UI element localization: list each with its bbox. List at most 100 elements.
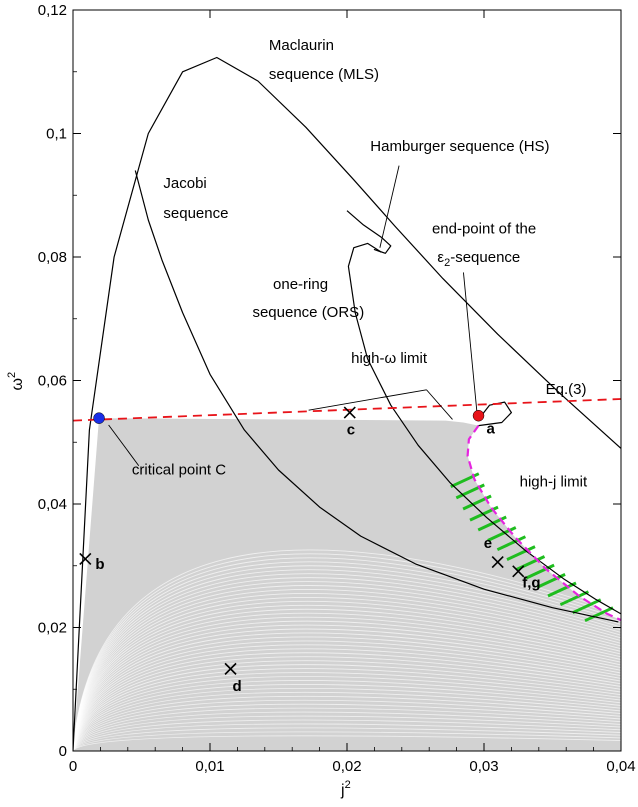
y-tick-label: 0,12 — [38, 2, 67, 19]
leader-line — [308, 389, 427, 411]
leader-lines — [108, 165, 478, 466]
cloud-texture-line — [73, 628, 621, 751]
hatch-line — [506, 545, 536, 561]
x-axis-label: j2 — [340, 779, 351, 799]
series-one-ring-sequence-ors — [347, 242, 621, 615]
hatch-line — [496, 535, 527, 552]
y-tick-label: 0 — [59, 743, 67, 760]
cloud-texture-line — [73, 691, 621, 751]
cloud-texture-line — [73, 553, 621, 751]
marked-points: a b c d e f,g — [79, 406, 541, 695]
point-b-cross — [79, 552, 92, 566]
point-d-cross — [224, 662, 237, 675]
cloud-texture-line — [73, 593, 621, 751]
y-tick-label: 0,06 — [38, 373, 67, 390]
point-c-cross — [343, 406, 356, 419]
cloud-texture-line — [73, 557, 621, 751]
point-f-g-cross — [512, 565, 525, 578]
annotations: Maclaurin sequence (MLS) Hamburger sequenc… — [132, 37, 588, 491]
annotation-how: high-ω limit — [351, 350, 428, 367]
y-tick-label: 0,08 — [38, 249, 67, 266]
series-jacobi-sequence — [134, 170, 619, 623]
hatch-line — [547, 581, 577, 598]
point-label-a: a — [487, 421, 496, 438]
cloud-texture-line — [73, 596, 621, 751]
cloud-texture-line — [73, 707, 621, 751]
cloud-texture-line — [73, 549, 621, 751]
point-e-cross — [491, 555, 504, 569]
cloud-texture-line — [73, 561, 621, 751]
cloud-texture-line — [73, 672, 621, 751]
leader-line — [108, 424, 140, 466]
hatch-line — [584, 606, 614, 623]
x-tick-label: 0,03 — [469, 758, 498, 775]
cloud-texture-line — [73, 664, 621, 751]
cloud-texture-line — [73, 612, 621, 751]
cloud-texture-line — [73, 604, 621, 751]
y-axis-label: ω2 — [6, 372, 26, 391]
cloud-texture-line — [73, 644, 621, 751]
cloud-texture-line — [73, 735, 621, 751]
hatch-line — [572, 598, 602, 615]
cloud-texture-line — [73, 565, 621, 751]
y-tick-label: 0,04 — [38, 496, 67, 513]
annotation-eq3: Eq.(3) — [546, 381, 587, 398]
series-2-sequence — [478, 401, 512, 427]
cloud-texture-line — [73, 581, 621, 751]
series-high-j-limit — [466, 424, 621, 622]
leader-line — [463, 272, 478, 415]
cloud-texture-line — [73, 569, 621, 751]
cloud-texture-line — [73, 640, 621, 751]
annotation-hs: Hamburger sequence (HS) — [370, 138, 549, 155]
cloud-texture-line — [73, 636, 621, 751]
y-tick-label: 0,02 — [38, 620, 67, 637]
leader-line — [379, 165, 400, 248]
x-tick-label: 0,02 — [332, 758, 361, 775]
annotation-mls1: Maclaurin — [269, 37, 334, 54]
cloud-texture-line — [73, 620, 621, 751]
eps-label: ε2-sequence — [437, 249, 520, 269]
hatch-line — [559, 590, 590, 607]
axis-ticks: 0 0,01 0,02 0,03 0,04 0 0,02 0,04 0,06 0,08 0,1 0,1… — [38, 2, 636, 775]
annotation-ep1: end-point of the — [432, 221, 536, 238]
cloud-texture-line — [73, 723, 621, 751]
cloud-texture-line — [73, 727, 621, 751]
cloud-texture-line — [73, 703, 621, 751]
annotation-ors2: sequence (ORS) — [252, 304, 364, 321]
cloud-texture-line — [73, 683, 621, 751]
annotation-ors1: one-ring — [273, 276, 328, 293]
cloud-texture-line — [73, 680, 621, 751]
leader-line — [426, 389, 453, 420]
cloud-texture-line — [73, 616, 621, 751]
cloud-texture-line — [73, 573, 621, 751]
epsilon-sequence-label: ε2-sequence — [437, 249, 520, 269]
cloud-texture-line — [73, 719, 621, 751]
cloud-texture-line — [73, 656, 621, 751]
cloud-texture-line — [73, 577, 621, 751]
cloud-texture-line — [73, 660, 621, 751]
x-tick-label: 0,04 — [606, 758, 635, 775]
cloud-texture-line — [73, 668, 621, 751]
point-label-b: b — [95, 556, 104, 573]
cloud-texture-line — [73, 711, 621, 751]
point-c-dot — [93, 412, 105, 424]
cloud-texture-line — [73, 652, 621, 751]
hatch-line — [487, 526, 517, 542]
cloud-texture-line — [73, 585, 621, 751]
cloud-texture-line — [73, 687, 621, 751]
annotation-mls2: sequence (MLS) — [269, 66, 379, 83]
x-tick-label: 0 — [69, 758, 77, 775]
point-a-dot — [472, 409, 485, 422]
y-tick-label: 0,1 — [46, 126, 67, 143]
cloud-texture-line — [73, 695, 621, 751]
cloud-texture-line — [73, 600, 621, 751]
hatch-line — [525, 563, 555, 580]
cloud-texture-line — [73, 589, 621, 751]
solution-cloud — [73, 418, 621, 751]
series-hamburger-sequence-hs — [346, 210, 392, 254]
cloud-texture-line — [73, 731, 621, 751]
annotation-jac1: Jacobi — [163, 175, 206, 192]
point-label-e: e — [484, 535, 492, 552]
annotation-cpc: critical point C — [132, 461, 226, 478]
